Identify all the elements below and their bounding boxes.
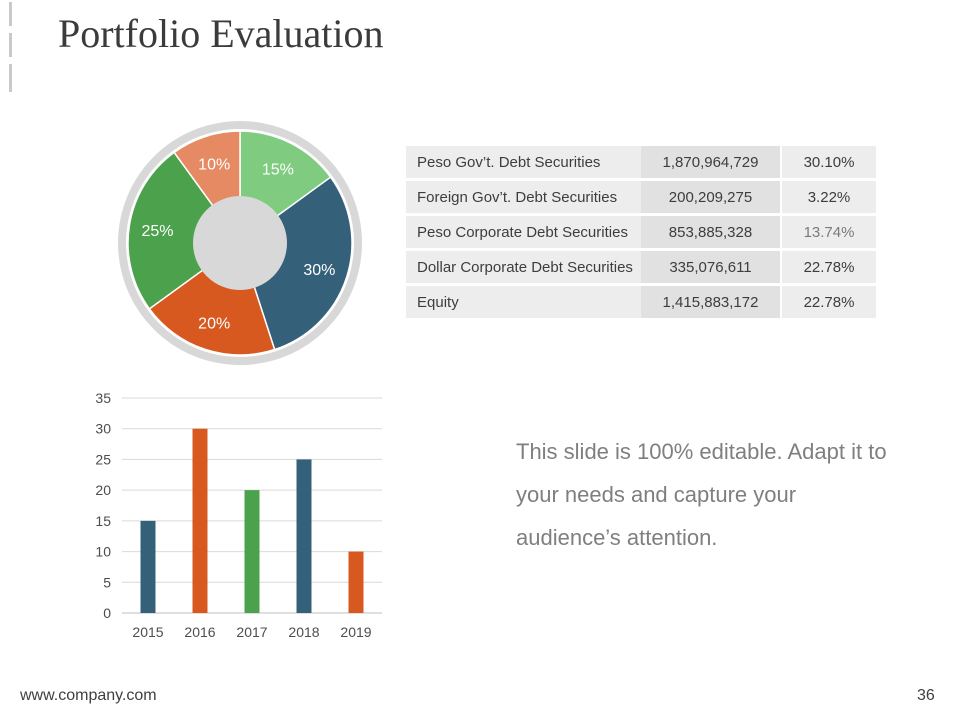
- bar-2019: [348, 551, 364, 613]
- donut-chart: 15% 30% 20% 25% 10%: [118, 121, 362, 365]
- x-tick-label: 2016: [184, 624, 215, 640]
- portfolio-table: Peso Gov’t. Debt Securities 1,870,964,72…: [406, 146, 876, 321]
- bar-chart: 0 5 10 15 20 25 30 35 2015 2016 2017 2018 2019: [95, 390, 382, 640]
- donut-slice-label: 25%: [141, 223, 173, 240]
- bar-2018: [296, 459, 312, 613]
- y-tick-label: 15: [95, 513, 111, 529]
- row-amount: 200,209,275: [641, 181, 780, 213]
- editable-note: This slide is 100% editable. Adapt it to…: [516, 439, 887, 550]
- x-tick-label: 2018: [288, 624, 319, 640]
- row-amount: 335,076,611: [641, 251, 780, 283]
- bar-2017: [244, 490, 260, 613]
- row-name: Peso Corporate Debt Securities: [406, 216, 641, 248]
- row-share: 13.74%: [782, 216, 876, 248]
- y-tick-label: 25: [95, 451, 111, 467]
- donut-hole: [193, 196, 287, 290]
- row-share: 22.78%: [782, 286, 876, 318]
- donut-slice-label: 20%: [198, 315, 230, 332]
- table-row: Peso Gov’t. Debt Securities 1,870,964,72…: [406, 146, 876, 178]
- row-name: Dollar Corporate Debt Securities: [406, 251, 641, 283]
- donut-slice-1: [239, 176, 353, 351]
- row-amount: 853,885,328: [641, 216, 780, 248]
- row-name: Equity: [406, 286, 641, 318]
- row-share: 3.22%: [782, 181, 876, 213]
- y-tick-label: 30: [95, 421, 111, 437]
- row-amount: 1,870,964,729: [641, 146, 780, 178]
- y-tick-label: 35: [95, 390, 111, 406]
- y-tick-label: 5: [103, 574, 111, 590]
- donut-slice-3: [127, 151, 242, 310]
- donut-slice-label: 15%: [262, 162, 294, 179]
- x-tick-label: 2017: [236, 624, 267, 640]
- donut-slice-label: 30%: [303, 262, 335, 279]
- edge-marker: [9, 64, 12, 92]
- x-tick-label: 2015: [132, 624, 163, 640]
- footer-url[interactable]: www.company.com: [20, 687, 157, 704]
- donut-slice-label: 10%: [198, 157, 230, 174]
- row-share: 22.78%: [782, 251, 876, 283]
- edge-marker: [9, 2, 12, 26]
- y-tick-label: 10: [95, 544, 111, 560]
- y-tick-label: 20: [95, 482, 111, 498]
- row-name: Peso Gov’t. Debt Securities: [406, 146, 641, 178]
- x-tick-label: 2019: [340, 624, 371, 640]
- row-amount: 1,415,883,172: [641, 286, 780, 318]
- page-number: 36: [917, 687, 935, 704]
- bar-2015: [140, 520, 156, 613]
- table-row: Foreign Gov’t. Debt Securities 200,209,2…: [406, 181, 876, 213]
- row-name: Foreign Gov’t. Debt Securities: [406, 181, 641, 213]
- y-tick-label: 0: [103, 605, 111, 621]
- row-share: 30.10%: [782, 146, 876, 178]
- bar-2016: [192, 428, 208, 613]
- slide-title: Portfolio Evaluation: [58, 11, 384, 56]
- table-row: Equity 1,415,883,172 22.78%: [406, 286, 876, 318]
- table-row: Dollar Corporate Debt Securities 335,076…: [406, 251, 876, 283]
- edge-marker: [9, 33, 12, 57]
- table-row: Peso Corporate Debt Securities 853,885,3…: [406, 216, 876, 248]
